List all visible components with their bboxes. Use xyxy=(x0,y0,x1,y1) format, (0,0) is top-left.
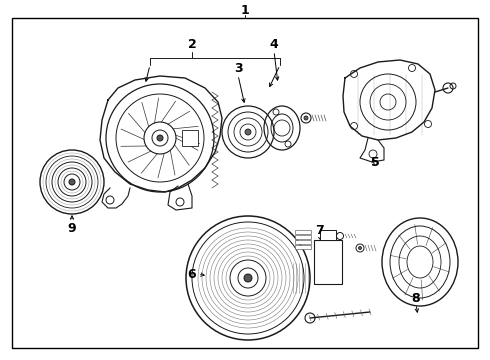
Polygon shape xyxy=(168,184,192,210)
Circle shape xyxy=(157,135,163,141)
Bar xyxy=(295,240,311,244)
Text: 4: 4 xyxy=(270,37,278,50)
Text: 8: 8 xyxy=(412,292,420,305)
Text: 3: 3 xyxy=(234,62,243,75)
Circle shape xyxy=(359,247,362,249)
Polygon shape xyxy=(100,76,222,192)
Circle shape xyxy=(304,116,308,120)
Circle shape xyxy=(244,274,252,282)
Polygon shape xyxy=(343,60,435,140)
Text: 7: 7 xyxy=(316,224,324,237)
Bar xyxy=(182,130,198,146)
Bar xyxy=(295,230,311,234)
Polygon shape xyxy=(360,138,384,162)
Circle shape xyxy=(69,179,75,185)
Bar xyxy=(295,235,311,239)
Bar xyxy=(314,240,342,284)
Circle shape xyxy=(245,129,251,135)
Bar xyxy=(295,245,311,249)
Text: 6: 6 xyxy=(188,267,196,280)
Text: 9: 9 xyxy=(68,221,76,234)
Text: 1: 1 xyxy=(241,4,249,17)
Bar xyxy=(320,230,336,240)
Text: 2: 2 xyxy=(188,37,196,50)
Text: 5: 5 xyxy=(370,156,379,168)
Polygon shape xyxy=(102,188,130,208)
